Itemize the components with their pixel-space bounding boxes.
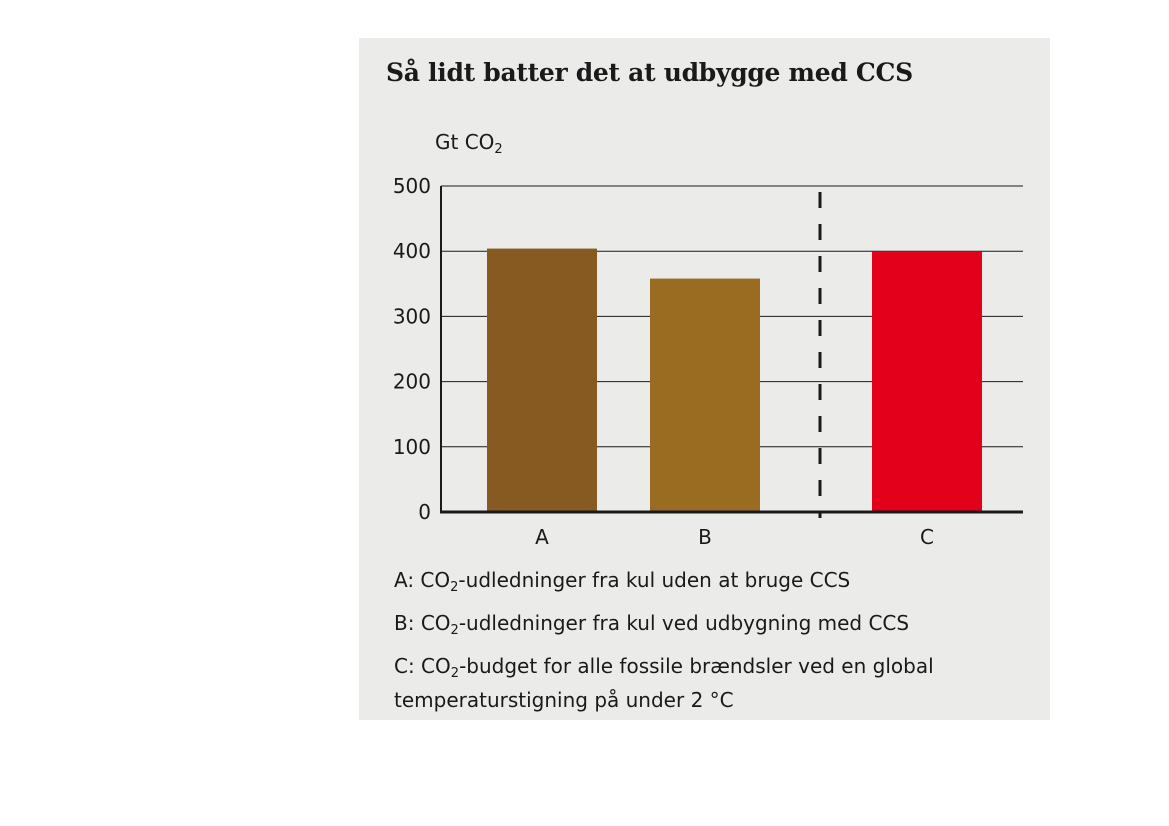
y-tick-label-400: 400 [393, 239, 431, 263]
legend-item-c-sub: 2 [450, 666, 460, 681]
x-tick-label-c: C [920, 525, 934, 549]
x-tick-label-a: A [535, 525, 549, 549]
y-tick-label-0: 0 [418, 500, 431, 524]
legend-item-a-sub: 2 [450, 580, 459, 595]
x-tick-label-b: B [698, 525, 712, 549]
y-tick-label-300: 300 [393, 304, 431, 328]
bar-a [487, 248, 597, 513]
legend-item-a-prefix: A: CO [394, 568, 451, 592]
chart-panel: Så lidt batter det at udbygge med CCS Gt… [359, 38, 1050, 720]
legend-item-b-prefix: B: CO [394, 611, 451, 635]
bar-b [650, 278, 760, 512]
legend-item-a-text: -udledninger fra kul uden at bruge CCS [458, 568, 851, 592]
legend-item-b-sub: 2 [450, 623, 459, 638]
legend-item-a: A: CO2-udledninger fra kul uden at bruge… [394, 567, 1034, 601]
y-axis-unit-label: Gt CO2 [435, 130, 503, 157]
legend: A: CO2-udledninger fra kul uden at bruge… [394, 567, 1034, 722]
bar-chart: 0 100 200 300 400 500 A B C [393, 174, 1023, 549]
y-tick-label-500: 500 [393, 174, 431, 198]
chart-title: Så lidt batter det at udbygge med CCS [386, 58, 913, 87]
bar-c [872, 251, 982, 512]
legend-item-b: B: CO2-udledninger fra kul ved udbygning… [394, 610, 1034, 644]
legend-item-b-text: -udledninger fra kul ved udbygning med C… [458, 611, 910, 635]
legend-item-c-prefix: C: CO [394, 654, 451, 678]
y-axis-unit-subscript: 2 [494, 142, 503, 157]
y-axis-unit-text: Gt CO [435, 130, 495, 154]
legend-item-c-text: -budget for alle fossile brændsler ved e… [394, 654, 934, 712]
y-tick-label-200: 200 [393, 370, 431, 394]
legend-item-c: C: CO2-budget for alle fossile brændsler… [394, 653, 1034, 713]
y-tick-label-100: 100 [393, 435, 431, 459]
